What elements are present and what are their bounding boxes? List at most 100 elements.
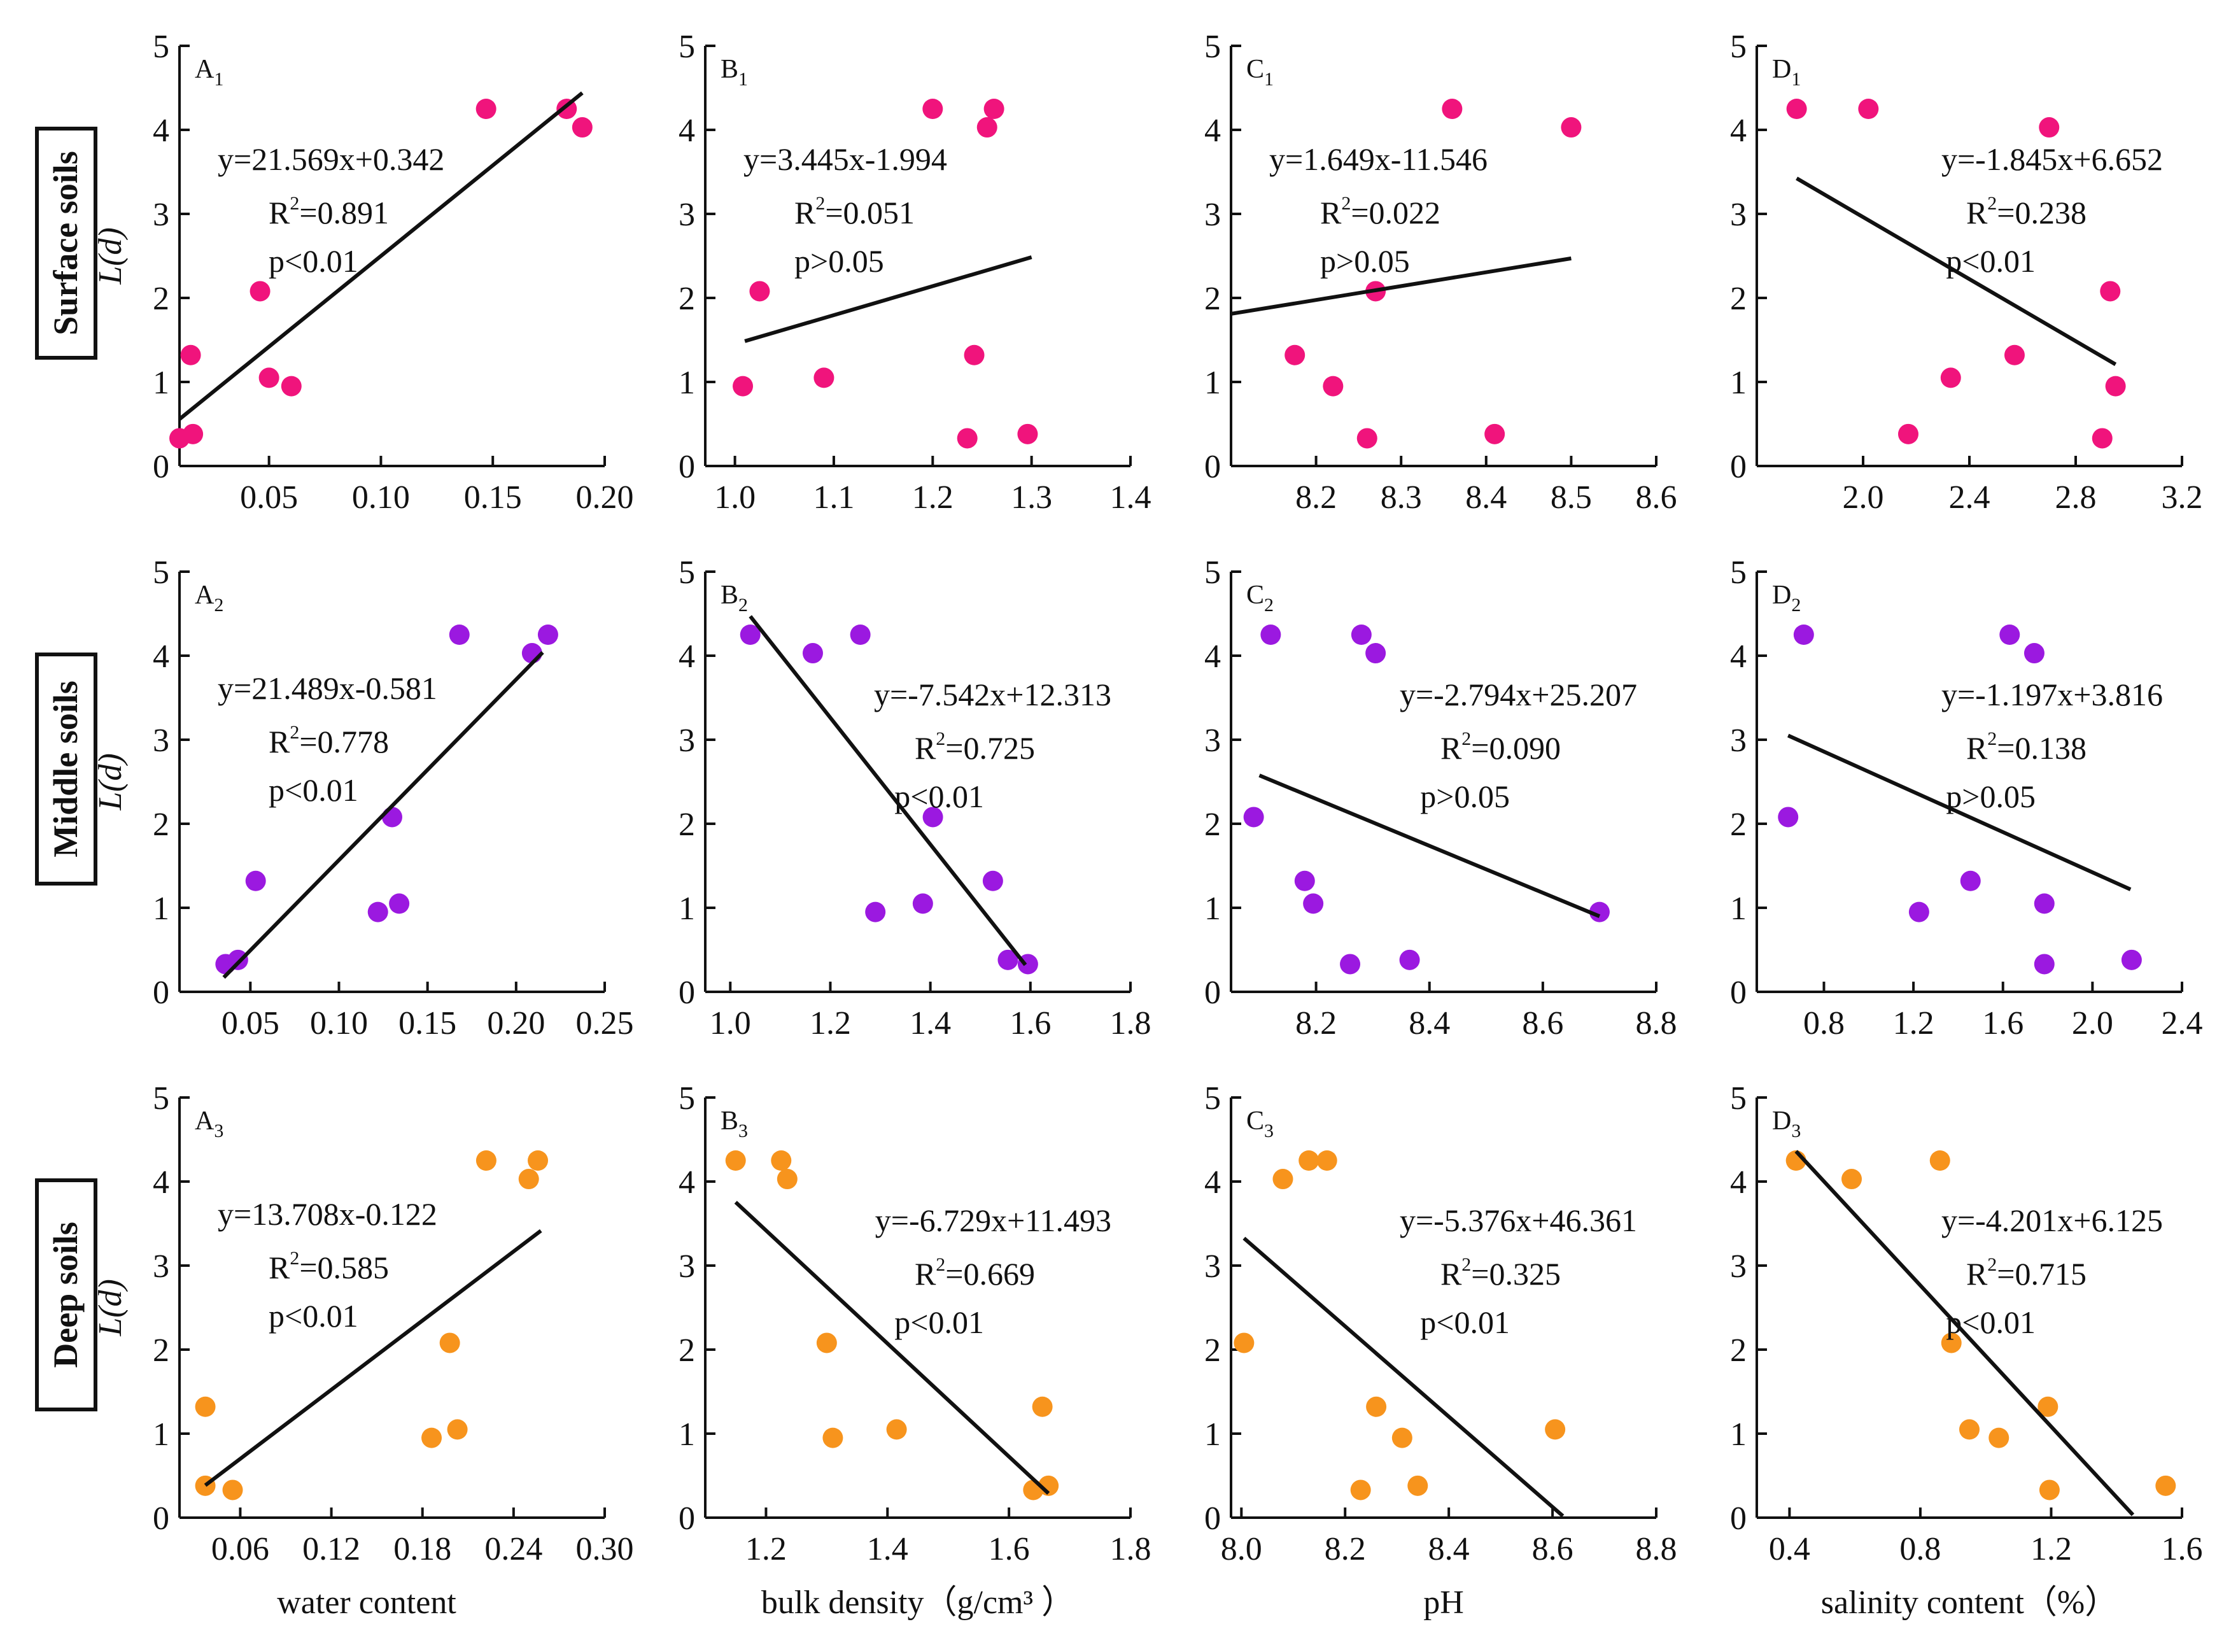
data-point	[1356, 428, 1377, 449]
y-tick-label: 2	[679, 807, 695, 843]
y-tick-label: 0	[1204, 449, 1221, 485]
y-tick-label: 0	[1204, 975, 1221, 1011]
y-tick-label: 0	[1730, 449, 1747, 485]
x-tick-label: 8.6	[1522, 1005, 1563, 1041]
data-point	[439, 1332, 460, 1353]
data-point	[982, 870, 1003, 891]
y-tick-label: 5	[1730, 554, 1747, 591]
data-point	[2004, 344, 2025, 365]
data-point	[2034, 954, 2055, 975]
x-tick-label: 8.6	[1636, 479, 1677, 516]
y-tick-label: 5	[1204, 554, 1221, 591]
data-point	[1017, 423, 1038, 444]
data-point	[449, 625, 470, 645]
y-tick-label: 5	[153, 1080, 169, 1117]
panel-letter: B	[721, 581, 738, 610]
y-tick-label: 0	[153, 1500, 169, 1537]
p-value-label: p<0.01	[1420, 1304, 1510, 1340]
x-tick-label: 1.2	[1893, 1005, 1934, 1041]
y-tick-label: 3	[1730, 1248, 1747, 1285]
x-tick-label: 0.25	[576, 1005, 634, 1041]
y-tick-label: 4	[679, 639, 695, 675]
data-point	[822, 1427, 843, 1448]
data-point	[382, 807, 402, 828]
panel-label: D2	[1772, 581, 1801, 616]
y-tick-label: 4	[153, 1164, 169, 1201]
regression-line	[1787, 733, 2132, 891]
r-squared-value: =0.585	[299, 1250, 389, 1285]
x-tick-label: 1.4	[1110, 479, 1151, 516]
y-tick-label: 1	[1730, 365, 1747, 401]
r-squared-value: =0.022	[1351, 195, 1440, 230]
regression-equation: y=-6.729x+11.493	[875, 1203, 1111, 1238]
r-squared-label: R2=0.238	[1966, 193, 2087, 230]
data-point	[1941, 1332, 1962, 1353]
r-squared-symbol: R	[915, 730, 936, 766]
x-tick-label: 1.4	[910, 1005, 951, 1041]
data-point	[1294, 870, 1315, 891]
y-tick-label: 2	[153, 281, 169, 317]
x-tick-label: 8.8	[1636, 1531, 1677, 1567]
x-tick-label: 0.24	[484, 1531, 542, 1567]
x-tick-label: 1.4	[867, 1531, 908, 1567]
panel-label: D3	[1772, 1106, 1801, 1141]
data-point	[227, 949, 248, 970]
data-point	[1323, 376, 1344, 397]
r-squared-exponent: 2	[936, 1254, 945, 1275]
r-squared-value: =0.669	[945, 1256, 1035, 1292]
row-label-box	[35, 127, 97, 360]
data-point	[1272, 1169, 1293, 1190]
r-squared-label: R2=0.325	[1440, 1254, 1561, 1292]
y-tick-label: 4	[1204, 639, 1221, 675]
regression-equation: y=-2.794x+25.207	[1400, 677, 1637, 712]
data-point	[1391, 1427, 1412, 1448]
r-squared-label: R2=0.669	[915, 1254, 1035, 1292]
p-value-label: p<0.01	[1946, 1304, 2036, 1340]
x-tick-label: 8.4	[1428, 1531, 1470, 1567]
panel-subscript: 3	[1791, 1120, 1801, 1141]
r-squared-symbol: R	[269, 1250, 290, 1285]
data-point	[957, 428, 978, 449]
r-squared-label: R2=0.891	[269, 193, 389, 230]
data-point	[1303, 893, 1324, 914]
data-point	[2100, 281, 2121, 302]
panel-label: C2	[1246, 581, 1274, 616]
panel-label: A3	[195, 1106, 223, 1141]
y-tick-label: 1	[1204, 891, 1221, 927]
y-tick-label: 1	[153, 365, 169, 401]
r-squared-exponent: 2	[1461, 728, 1471, 749]
data-point	[421, 1427, 442, 1448]
x-axis-title: pH	[1423, 1585, 1464, 1621]
x-tick-label: 2.4	[1949, 479, 1990, 516]
panel-letter: C	[1246, 581, 1264, 610]
data-point	[1350, 1479, 1371, 1500]
x-tick-label: 8.2	[1295, 479, 1337, 516]
x-tick-label: 8.4	[1409, 1005, 1450, 1041]
y-tick-label: 4	[679, 1164, 695, 1201]
data-point	[1484, 423, 1505, 444]
panel-letter: C	[1246, 55, 1264, 84]
r-squared-label: R2=0.051	[794, 193, 915, 230]
data-point	[1786, 99, 1807, 119]
data-point	[1340, 954, 1361, 975]
data-point	[1589, 901, 1610, 922]
x-tick-label: 0.4	[1769, 1531, 1810, 1567]
x-tick-label: 8.6	[1532, 1531, 1573, 1567]
data-point	[1793, 625, 1814, 645]
y-tick-label: 2	[679, 281, 695, 317]
x-tick-label: 0.10	[352, 479, 410, 516]
p-value-label: p>0.05	[1420, 779, 1510, 814]
y-tick-label: 2	[1730, 281, 1747, 317]
y-tick-label: 5	[1730, 29, 1747, 65]
x-tick-label: 1.2	[745, 1531, 787, 1567]
regression-line	[204, 1229, 542, 1487]
data-point	[865, 901, 886, 922]
y-tick-label: 2	[679, 1332, 695, 1369]
r-squared-exponent: 2	[1341, 193, 1351, 214]
regression-equation: y=21.569x+0.342	[218, 141, 444, 177]
regression-line	[178, 91, 584, 421]
y-tick-label: 1	[1730, 891, 1747, 927]
data-point	[447, 1419, 468, 1440]
row-label: Middle soils	[46, 681, 85, 858]
